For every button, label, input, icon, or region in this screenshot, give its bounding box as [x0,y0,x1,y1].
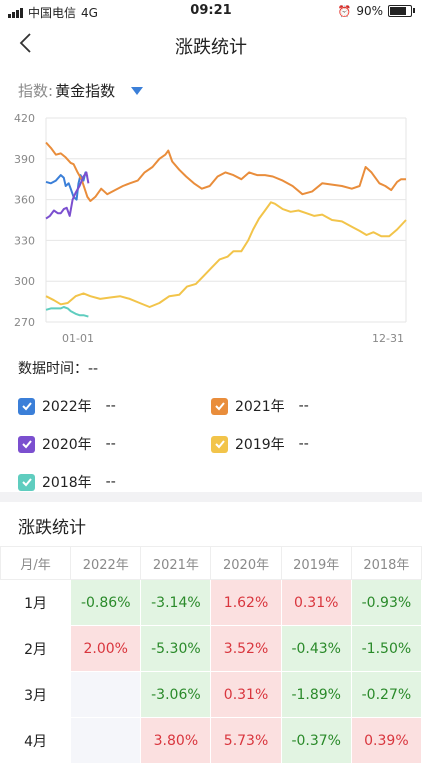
change-cell: -3.06% [140,671,212,718]
status-left: 中国电信 4G [8,4,98,21]
index-selector: 指数: 黄金指数 [18,80,144,101]
legend-value: -- [105,398,116,414]
month-cell: 4月 [0,717,72,764]
change-cell: 3.80% [140,717,212,764]
legend-value: -- [298,398,309,414]
legend-item[interactable]: 2018年 -- [18,472,116,492]
x-tick-label: 01-01 [62,332,94,345]
legend-item[interactable]: 2021年 -- [211,396,309,416]
column-header: 2018年 [350,546,422,580]
index-value[interactable]: 黄金指数 [55,82,116,100]
legend-value: -- [105,436,116,452]
battery-icon [388,5,415,17]
y-tick-label: 390 [14,153,35,166]
y-tick-label: 420 [14,112,35,125]
status-right: ⏰ 90% [337,4,415,18]
change-cell: 5.73% [210,717,282,764]
table-row: 2月 2.00% -5.30% 3.52% -0.43% -1.50% [0,625,422,672]
page-title: 涨跌统计 [175,37,247,58]
table-row: 3月 -3.06% 0.31% -1.89% -0.27% [0,671,422,718]
change-cell: -0.27% [350,671,422,718]
network-type: 4G [81,5,98,20]
stats-title: 涨跌统计 [18,518,86,538]
data-time-row: 数据时间：-- [18,358,98,378]
section-divider [0,492,422,502]
y-tick-label: 330 [14,234,35,247]
legend-value: -- [105,474,116,490]
change-cell: -0.86% [70,579,142,626]
month-cell: 1月 [0,579,72,626]
status-bar: 中国电信 4G 09:21 ⏰ 90% [0,0,422,24]
checkbox-icon[interactable] [18,435,35,453]
checkbox-icon[interactable] [18,397,35,415]
dropdown-triangle-icon[interactable] [131,86,144,95]
table-header-row: 月/年 2022年 2021年 2020年 2019年 2018年 [0,546,422,580]
change-cell: -0.37% [280,717,352,764]
column-header: 2020年 [210,546,282,580]
change-cell: -0.93% [350,579,422,626]
nav-bar: 涨跌统计 [0,24,422,64]
checkbox-icon[interactable] [211,397,228,415]
legend-item[interactable]: 2022年 -- [18,396,116,416]
series-line-2019年 [45,201,407,308]
back-button[interactable] [14,30,40,56]
y-tick-label: 300 [14,275,35,288]
table-row: 4月 3.80% 5.73% -0.37% 0.39% [0,717,422,764]
x-tick-label: 12-31 [372,332,404,345]
table-row: 1月 -0.86% -3.14% 1.62% 0.31% -0.93% [0,579,422,626]
index-label: 指数: [18,82,54,100]
legend-item[interactable]: 2019年 -- [211,434,309,454]
stats-table: 月/年 2022年 2021年 2020年 2019年 2018年 1月 -0.86% -3.… [0,546,422,764]
signal-icon [8,7,23,18]
column-header: 2022年 [70,546,142,580]
series-line-2021年 [45,141,406,202]
legend-label: 2022年 [42,399,92,415]
y-tick-label: 270 [14,316,35,329]
change-cell [70,717,142,764]
y-tick-label: 360 [14,194,35,207]
battery-percent: 90% [356,4,383,18]
series-line-2020年 [45,171,90,220]
change-cell: -0.43% [280,625,352,672]
column-header: 月/年 [0,546,72,580]
month-cell: 3月 [0,671,72,718]
legend-label: 2019年 [235,437,285,453]
legend-item[interactable]: 2020年 -- [18,434,116,454]
month-cell: 2月 [0,625,72,672]
checkbox-icon[interactable] [18,473,35,491]
data-time-value: -- [88,361,99,377]
legend-value: -- [298,436,309,452]
column-header: 2019年 [280,546,352,580]
checkbox-icon[interactable] [211,435,228,453]
change-cell: 0.31% [280,579,352,626]
carrier: 中国电信 [28,6,77,20]
change-cell: 1.62% [210,579,282,626]
change-cell: 3.52% [210,625,282,672]
change-cell: 0.31% [210,671,282,718]
change-cell: -5.30% [140,625,212,672]
alarm-icon: ⏰ [337,4,352,18]
change-cell: -1.89% [280,671,352,718]
line-chart: 420 390 360 330 300 270 01-01 12-31 [14,112,407,345]
data-time-label: 数据时间： [18,361,88,377]
legend-label: 2018年 [42,475,92,491]
status-time: 09:21 [190,3,232,18]
change-cell: -1.50% [350,625,422,672]
series-line-2022年 [45,171,89,201]
legend-label: 2021年 [235,399,285,415]
change-cell [70,671,142,718]
chevron-left-icon [19,33,31,53]
legend-label: 2020年 [42,437,92,453]
column-header: 2021年 [140,546,212,580]
change-cell: 2.00% [70,625,142,672]
change-cell: -3.14% [140,579,212,626]
change-cell: 0.39% [350,717,422,764]
series-line-2018年 [45,306,89,318]
